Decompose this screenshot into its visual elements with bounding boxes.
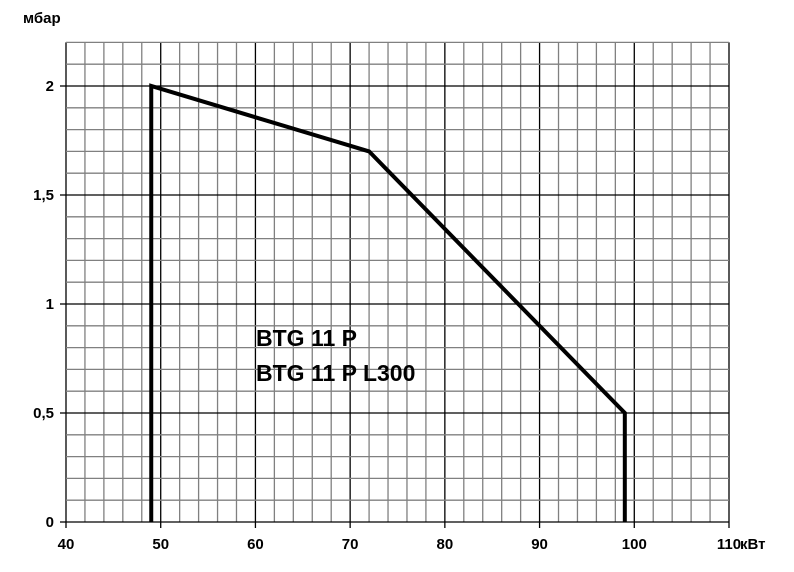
x-tick-label: 110 [717,536,741,553]
x-tick-label: 100 [622,536,647,553]
x-axis-label: кВт [740,536,766,553]
y-tick-label: 0,5 [33,405,54,422]
x-tick-label: 40 [58,536,75,553]
grid [65,41,730,523]
series [149,83,627,522]
y-tick-label: 1 [46,296,54,313]
axis-ticks: 40 50 60 70 80 90 100 110 0 0,5 1 1,5 2 [33,78,741,553]
annotation-1: BTG 11 P [256,325,357,351]
y-axis-label: мбар [23,10,61,27]
y-tick-label: 1,5 [33,187,54,204]
x-tick-label: 90 [531,536,548,553]
x-tick-label: 60 [247,536,264,553]
series-line [149,83,627,522]
x-tick-label: 80 [437,536,454,553]
y-tick-label: 2 [46,78,54,95]
y-tick-label: 0 [46,514,54,531]
x-tick-label: 50 [152,536,169,553]
x-tick-label: 70 [342,536,359,553]
annotation-2: BTG 11 P L300 [256,360,415,386]
